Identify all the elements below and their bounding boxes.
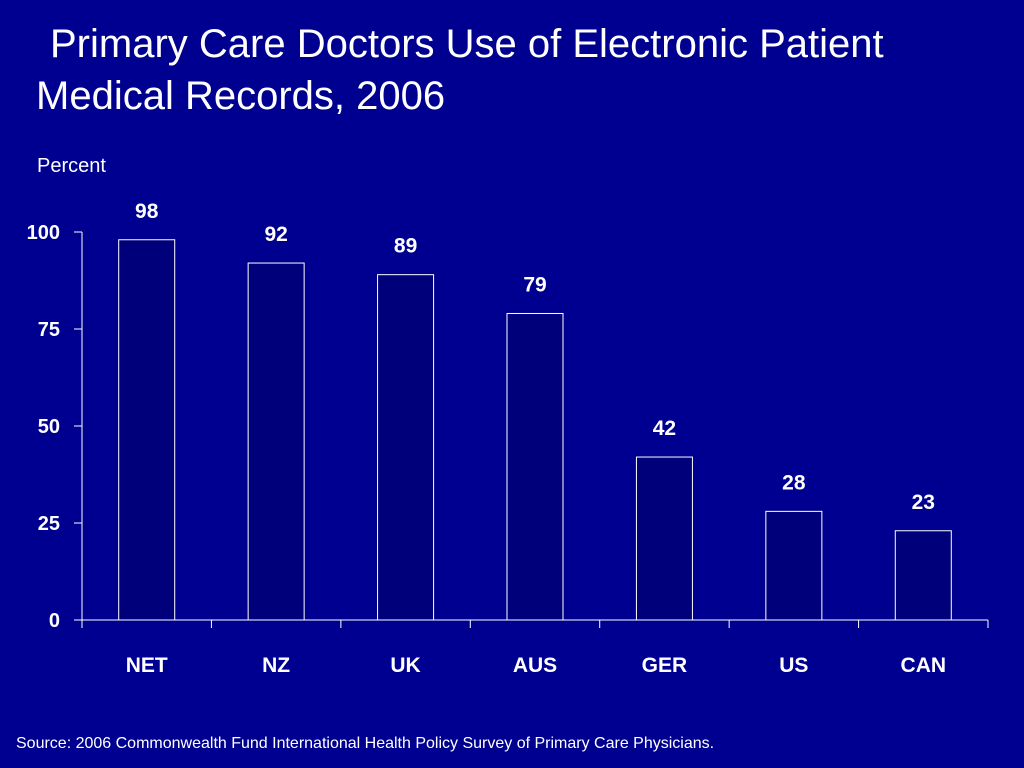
category-label-net: NET bbox=[126, 654, 168, 677]
category-label-aus: AUS bbox=[513, 654, 557, 677]
data-label-net: 98 bbox=[135, 200, 159, 223]
data-label-nz: 92 bbox=[264, 223, 287, 246]
y-axis-label: Percent bbox=[37, 155, 106, 177]
bar-ger bbox=[635, 456, 693, 621]
chart-bars bbox=[118, 239, 952, 621]
chart-title-line-1: Primary Care Doctors Use of Electronic P… bbox=[50, 22, 884, 66]
bar-uk bbox=[377, 274, 435, 621]
bar-nz bbox=[247, 262, 305, 621]
data-label-aus: 79 bbox=[523, 273, 546, 296]
category-label-uk: UK bbox=[390, 654, 420, 677]
data-label-us: 28 bbox=[782, 471, 806, 494]
bar-net bbox=[118, 239, 176, 621]
data-label-can: 23 bbox=[912, 491, 935, 514]
bar-aus bbox=[506, 312, 564, 621]
y-tick-label: 100 bbox=[27, 222, 60, 244]
source-note: Source: 2006 Commonwealth Fund Internati… bbox=[16, 735, 715, 752]
category-label-nz: NZ bbox=[262, 654, 290, 677]
data-label-ger: 42 bbox=[653, 417, 676, 440]
y-tick-label: 25 bbox=[38, 513, 60, 535]
category-label-us: US bbox=[779, 654, 808, 677]
chart-title-line-2: Medical Records, 2006 bbox=[36, 74, 446, 118]
category-label-ger: GER bbox=[642, 654, 688, 677]
y-tick-label: 75 bbox=[38, 319, 60, 341]
data-label-uk: 89 bbox=[394, 235, 417, 258]
y-tick-label: 50 bbox=[38, 416, 60, 438]
bar-can bbox=[894, 530, 952, 621]
bar-us bbox=[765, 510, 823, 621]
category-label-can: CAN bbox=[901, 654, 947, 677]
y-tick-label: 0 bbox=[49, 610, 60, 632]
chart-labels: 0 25 50 75 100 98 NET 92 NZ 89 UK 79 AUS 42 GER 28 US 23 C… bbox=[27, 200, 946, 677]
chart-title: Primary Care Doctors Use of Electronic P… bbox=[36, 18, 1006, 122]
